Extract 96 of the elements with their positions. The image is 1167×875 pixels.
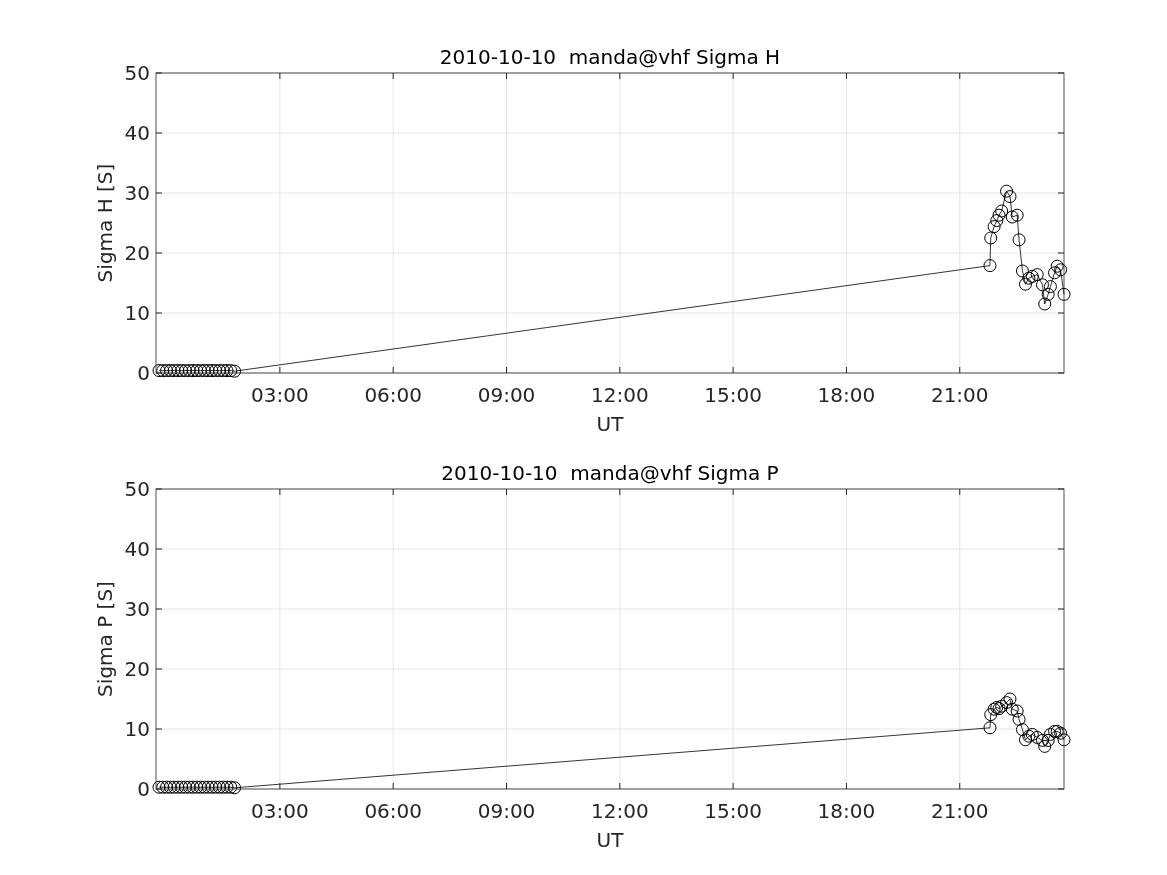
x-tick-label: 21:00 [930, 383, 989, 407]
point [220, 364, 234, 378]
y-tick-label: 10 [124, 717, 150, 741]
point [182, 364, 196, 378]
y-tick-label: 40 [124, 121, 150, 145]
y-axis-title: Sigma H [S] [93, 163, 117, 283]
point [1012, 712, 1026, 726]
y-axis-title: Sigma P [S] [93, 581, 117, 697]
point [1035, 733, 1049, 747]
chart-title: 2010-10-10 manda@vhf Sigma P [441, 461, 779, 485]
y-tick-label: 40 [124, 537, 150, 561]
point [1010, 704, 1024, 718]
point [167, 780, 181, 794]
x-tick-label: 18:00 [817, 383, 876, 407]
y-tick-label: 50 [124, 477, 150, 501]
x-axis-title: UT [596, 828, 625, 852]
point [1038, 297, 1052, 311]
point [984, 231, 998, 245]
y-tick-label: 0 [137, 777, 150, 801]
point [216, 364, 230, 378]
point [1018, 277, 1032, 291]
point [190, 364, 204, 378]
point [201, 780, 215, 794]
x-tick-label: 18:00 [817, 799, 876, 823]
point [1057, 287, 1071, 301]
point [201, 364, 215, 378]
point [156, 780, 170, 794]
point [216, 780, 230, 794]
x-tick-label: 21:00 [930, 799, 989, 823]
point [990, 214, 1004, 228]
y-tick-label: 30 [124, 181, 150, 205]
x-tick-label: 09:00 [477, 383, 536, 407]
point [220, 780, 234, 794]
point [987, 220, 1001, 234]
x-tick-label: 09:00 [477, 799, 536, 823]
point [1038, 739, 1052, 753]
point [152, 364, 166, 378]
x-tick-label: 15:00 [704, 799, 762, 823]
y-tick-label: 20 [124, 241, 150, 265]
point [190, 780, 204, 794]
point [186, 364, 200, 378]
point [1043, 280, 1057, 294]
point [984, 708, 998, 722]
point [182, 780, 196, 794]
x-tick-label: 15:00 [704, 383, 762, 407]
chart-title: 2010-10-10 manda@vhf Sigma H [439, 45, 781, 69]
y-tick-label: 30 [124, 597, 150, 621]
x-tick-label: 03:00 [251, 383, 309, 407]
point [228, 364, 242, 378]
point [1041, 733, 1055, 747]
point [1012, 233, 1026, 247]
point [1048, 266, 1062, 280]
point [1030, 730, 1044, 744]
point [1050, 259, 1064, 273]
point [1035, 278, 1049, 292]
y-tick-label: 20 [124, 657, 150, 681]
point [205, 364, 219, 378]
point [1003, 190, 1017, 204]
x-tick-label: 06:00 [364, 383, 423, 407]
point [186, 780, 200, 794]
point [1003, 692, 1017, 706]
point [1054, 263, 1068, 277]
point [1000, 696, 1014, 710]
point [1018, 733, 1032, 747]
y-tick-label: 50 [124, 61, 150, 85]
y-tick-label: 0 [137, 361, 150, 385]
point [224, 780, 238, 794]
point [152, 780, 166, 794]
x-tick-label: 12:00 [591, 383, 649, 407]
point [1015, 723, 1029, 737]
point [1057, 733, 1071, 747]
point [167, 364, 181, 378]
point [983, 721, 997, 735]
point [224, 364, 238, 378]
point [1005, 702, 1019, 716]
point [1054, 726, 1068, 740]
point [228, 781, 242, 795]
x-tick-label: 03:00 [251, 799, 309, 823]
point [171, 780, 185, 794]
point [1015, 264, 1029, 278]
point [992, 208, 1006, 222]
point [983, 259, 997, 273]
point [1043, 727, 1057, 741]
point [995, 204, 1009, 218]
point [156, 364, 170, 378]
x-tick-label: 06:00 [364, 799, 423, 823]
point [1041, 287, 1055, 301]
point [205, 780, 219, 794]
point [1000, 184, 1014, 198]
point [1030, 268, 1044, 282]
x-tick-label: 12:00 [591, 799, 649, 823]
point [171, 364, 185, 378]
y-tick-label: 10 [124, 301, 150, 325]
point [1010, 208, 1024, 222]
point [1005, 210, 1019, 224]
x-axis-title: UT [596, 412, 625, 436]
